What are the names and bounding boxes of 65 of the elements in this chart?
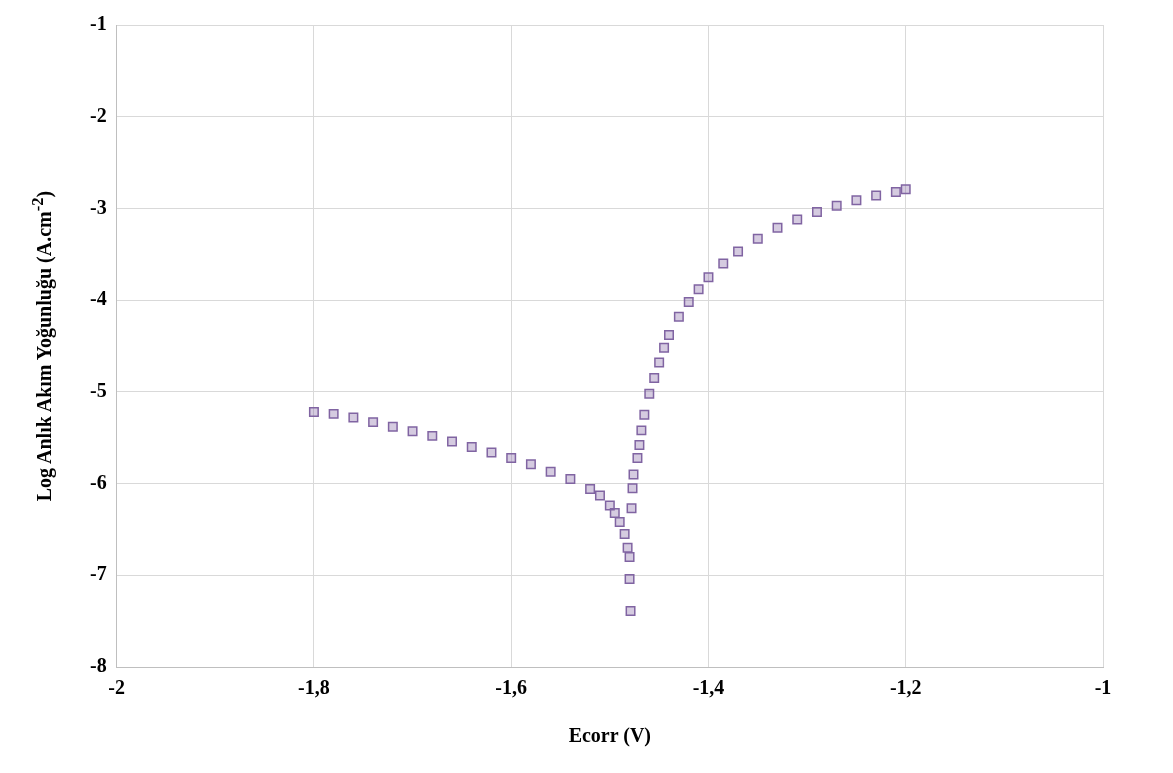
point — [718, 258, 729, 269]
point — [636, 425, 647, 436]
point — [427, 430, 438, 441]
y-tick-label: -1 — [89, 12, 107, 35]
y-tick-label: -3 — [89, 195, 107, 218]
x-tick-label: -1,4 — [692, 676, 725, 699]
point — [644, 388, 655, 399]
point — [622, 542, 633, 553]
point — [851, 195, 862, 206]
point — [627, 483, 638, 494]
y-tick-label: -7 — [89, 562, 107, 585]
point — [664, 330, 674, 340]
point — [703, 272, 714, 283]
y-tick-label: -8 — [89, 654, 107, 677]
point — [407, 426, 418, 437]
point — [466, 441, 477, 452]
point — [624, 573, 635, 584]
point — [871, 190, 882, 201]
point — [447, 436, 458, 447]
x-tick-label: -1,2 — [889, 676, 922, 699]
x-tick-label: -2 — [108, 676, 125, 699]
point — [624, 551, 635, 562]
y-tick-label: -6 — [89, 470, 107, 493]
point — [683, 296, 694, 307]
point — [890, 186, 901, 197]
point — [545, 466, 556, 477]
y-tick-label: -4 — [89, 287, 107, 310]
x-axis-title: Ecorr (V) — [568, 724, 652, 748]
point — [639, 409, 650, 420]
point — [594, 490, 605, 501]
point — [654, 357, 665, 368]
point — [368, 417, 379, 428]
point — [634, 440, 645, 451]
point — [649, 373, 660, 384]
point — [609, 507, 620, 518]
point — [308, 407, 319, 418]
point — [632, 452, 643, 463]
point — [628, 469, 639, 480]
point — [614, 517, 625, 528]
point — [693, 284, 704, 295]
point — [565, 473, 576, 484]
point — [811, 207, 822, 218]
point — [486, 447, 497, 458]
point — [585, 484, 596, 495]
y-tick-label: -2 — [89, 103, 107, 126]
point — [900, 184, 911, 195]
y-tick-label: -5 — [89, 379, 107, 402]
point — [792, 214, 803, 225]
point — [673, 311, 684, 322]
point — [348, 412, 359, 423]
x-tick-label: -1 — [1094, 676, 1112, 699]
point — [752, 233, 763, 244]
point — [387, 421, 398, 432]
x-tick-label: -1,8 — [298, 676, 330, 699]
point — [328, 408, 339, 419]
point — [619, 529, 630, 540]
x-tick-label: -1,6 — [495, 676, 528, 699]
point — [659, 342, 670, 353]
point — [831, 200, 842, 211]
point — [625, 606, 636, 617]
point — [506, 452, 517, 463]
point — [525, 459, 536, 470]
point — [772, 222, 783, 233]
point — [626, 503, 637, 514]
point — [733, 246, 744, 257]
